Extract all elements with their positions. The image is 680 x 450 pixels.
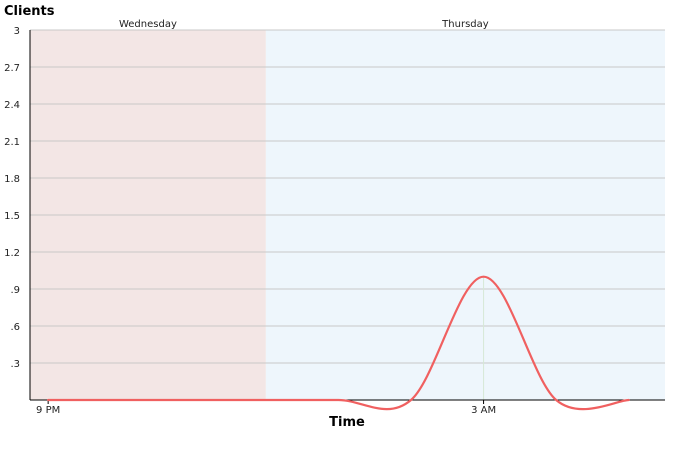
- y-tick-label-4: 1.8: [4, 174, 20, 185]
- y-tick-label-5: 1.5: [4, 211, 20, 222]
- x-axis-title: Time: [329, 415, 365, 430]
- y-tick-label-2: 2.4: [4, 100, 20, 111]
- x-tick-label-1: 3 AM: [471, 405, 496, 416]
- y-tick-label-7: .9: [10, 285, 20, 296]
- series-line-0: [47, 275, 630, 411]
- y-tick-label-3: 2.1: [4, 137, 20, 148]
- day-band-label-1: Thursday: [441, 19, 489, 30]
- y-tick-label-6: 1.2: [4, 248, 20, 259]
- y-tick-label-9: .3: [10, 359, 20, 370]
- y-tick-label-8: .6: [10, 322, 20, 333]
- y-tick-label-1: 2.7: [4, 63, 20, 74]
- y-axis-title: Clients: [4, 4, 55, 19]
- day-band-label-0: Wednesday: [119, 19, 177, 30]
- x-tick-label-0: 9 PM: [36, 405, 60, 416]
- y-tick-label-0: 3: [14, 26, 20, 37]
